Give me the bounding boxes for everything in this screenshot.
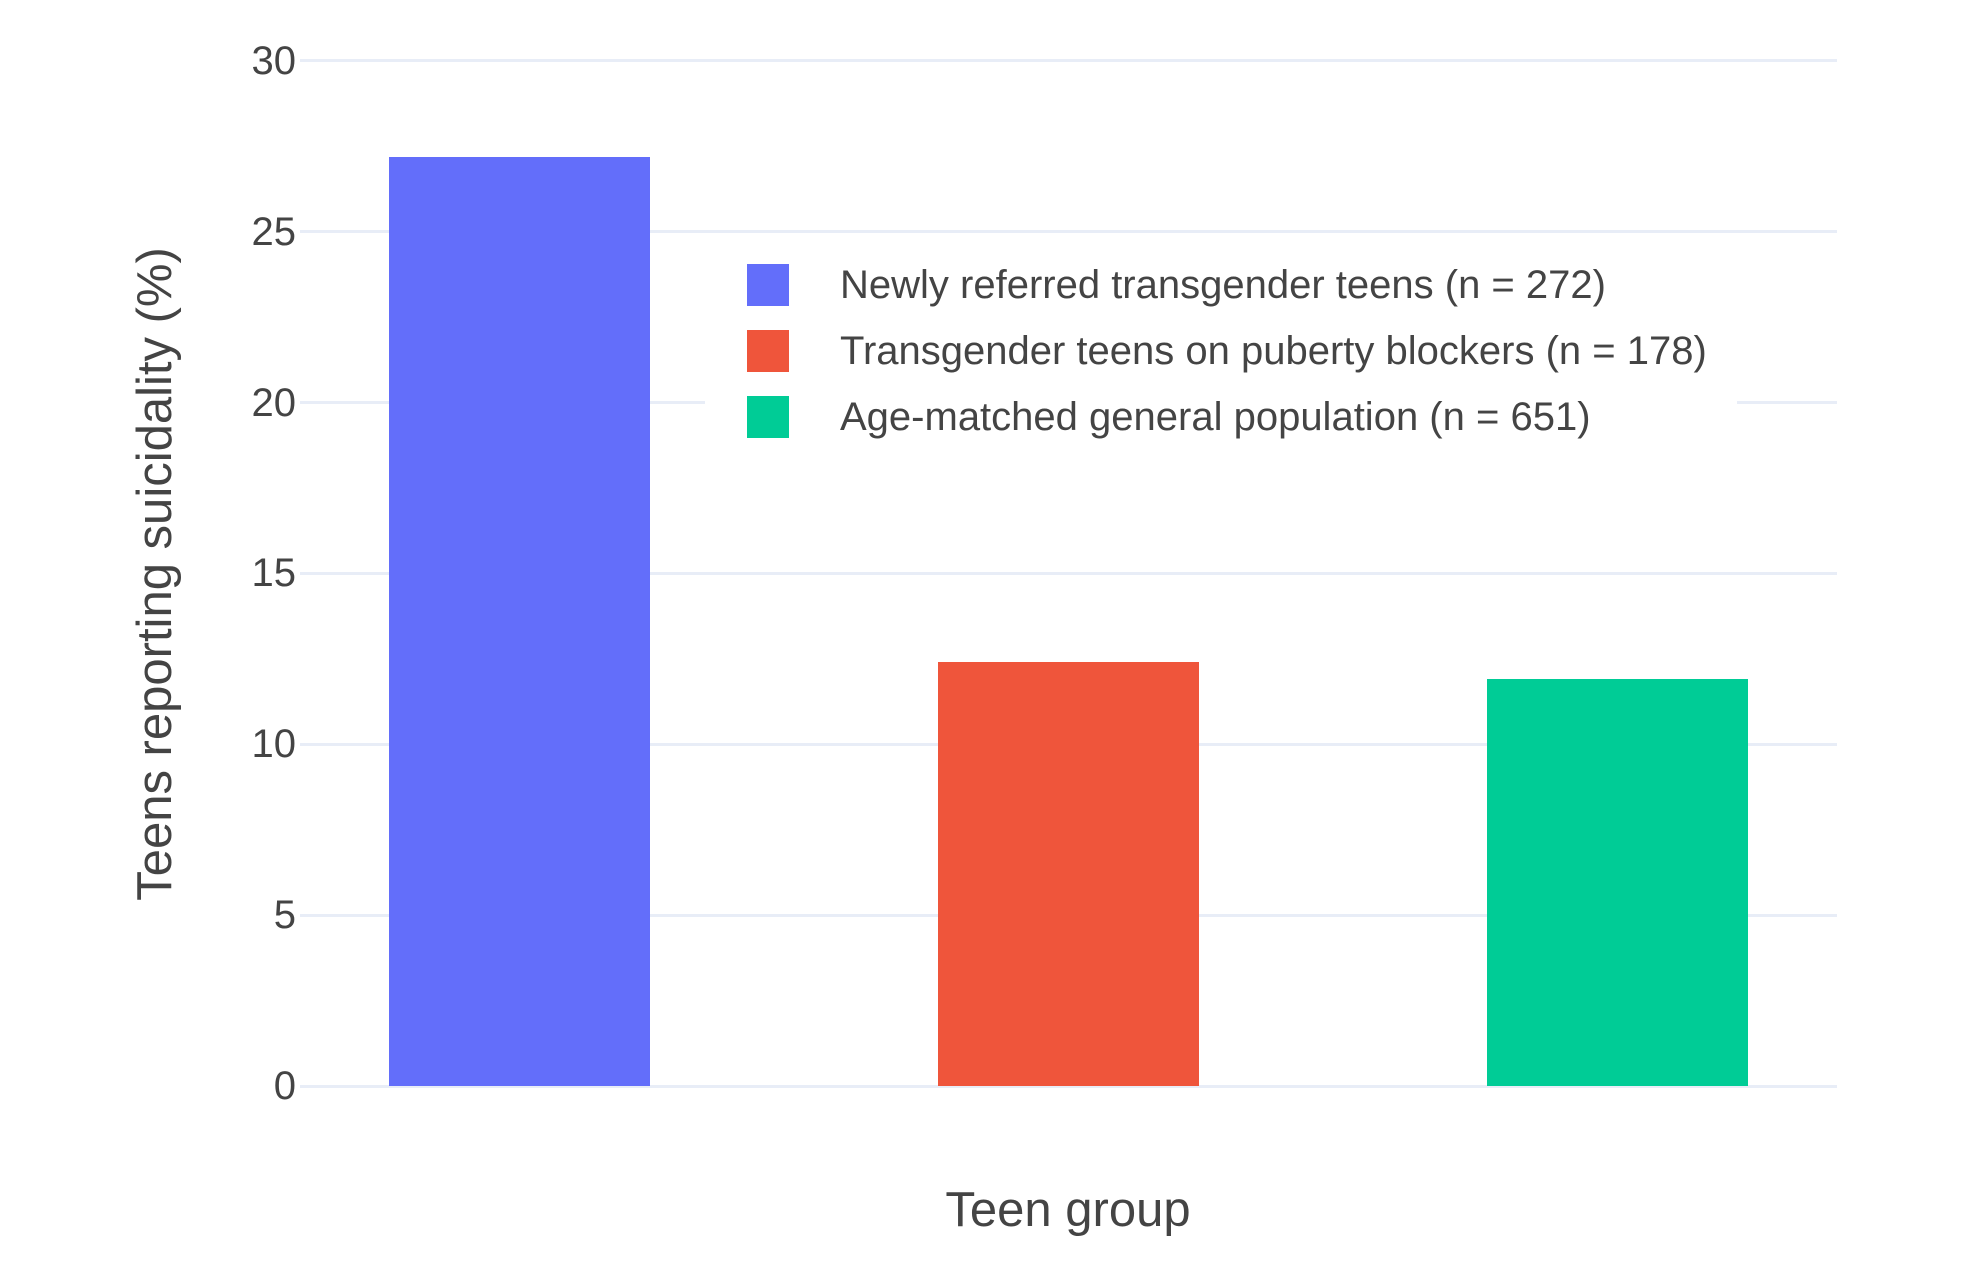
- bar-age-matched-general-population-n-651: [1487, 679, 1748, 1086]
- legend-label: Age-matched general population (n = 651): [840, 394, 1591, 439]
- bar-transgender-teens-on-puberty-blockers-n-: [938, 662, 1199, 1086]
- y-tick-label-0: 0: [273, 1064, 296, 1108]
- legend-item-age-matched-general-population-n-651[interactable]: Age-matched general population (n = 651): [705, 384, 1707, 450]
- y-tick-label-25: 25: [251, 209, 297, 254]
- gridline-y-25: [300, 230, 1837, 234]
- legend-color-swatch-icon: [747, 330, 789, 372]
- y-tick-label-20: 20: [251, 380, 297, 425]
- legend-color-swatch-icon: [747, 396, 789, 438]
- bar-newly-referred-transgender-teens-n-272: [389, 156, 650, 1086]
- gridline-y-30: [300, 59, 1837, 63]
- legend-label: Newly referred transgender teens (n = 27…: [840, 262, 1606, 307]
- legend-color-swatch-icon: [747, 264, 789, 306]
- gridline-y-0: [300, 1084, 1837, 1088]
- x-axis-title: Teen group: [945, 1183, 1191, 1237]
- y-tick-label-10: 10: [251, 722, 297, 767]
- legend-label: Transgender teens on puberty blockers (n…: [840, 328, 1707, 373]
- y-tick-label-5: 5: [273, 893, 296, 938]
- legend-item-transgender-teens-on-puberty-blockers-n-[interactable]: Transgender teens on puberty blockers (n…: [705, 318, 1707, 384]
- legend-item-newly-referred-transgender-teens-n-272[interactable]: Newly referred transgender teens (n = 27…: [705, 252, 1707, 318]
- y-tick-label-15: 15: [251, 551, 297, 596]
- gridline-y-15: [300, 571, 1837, 575]
- legend: Newly referred transgender teens (n = 27…: [705, 240, 1737, 462]
- y-tick-label-30: 30: [251, 38, 297, 83]
